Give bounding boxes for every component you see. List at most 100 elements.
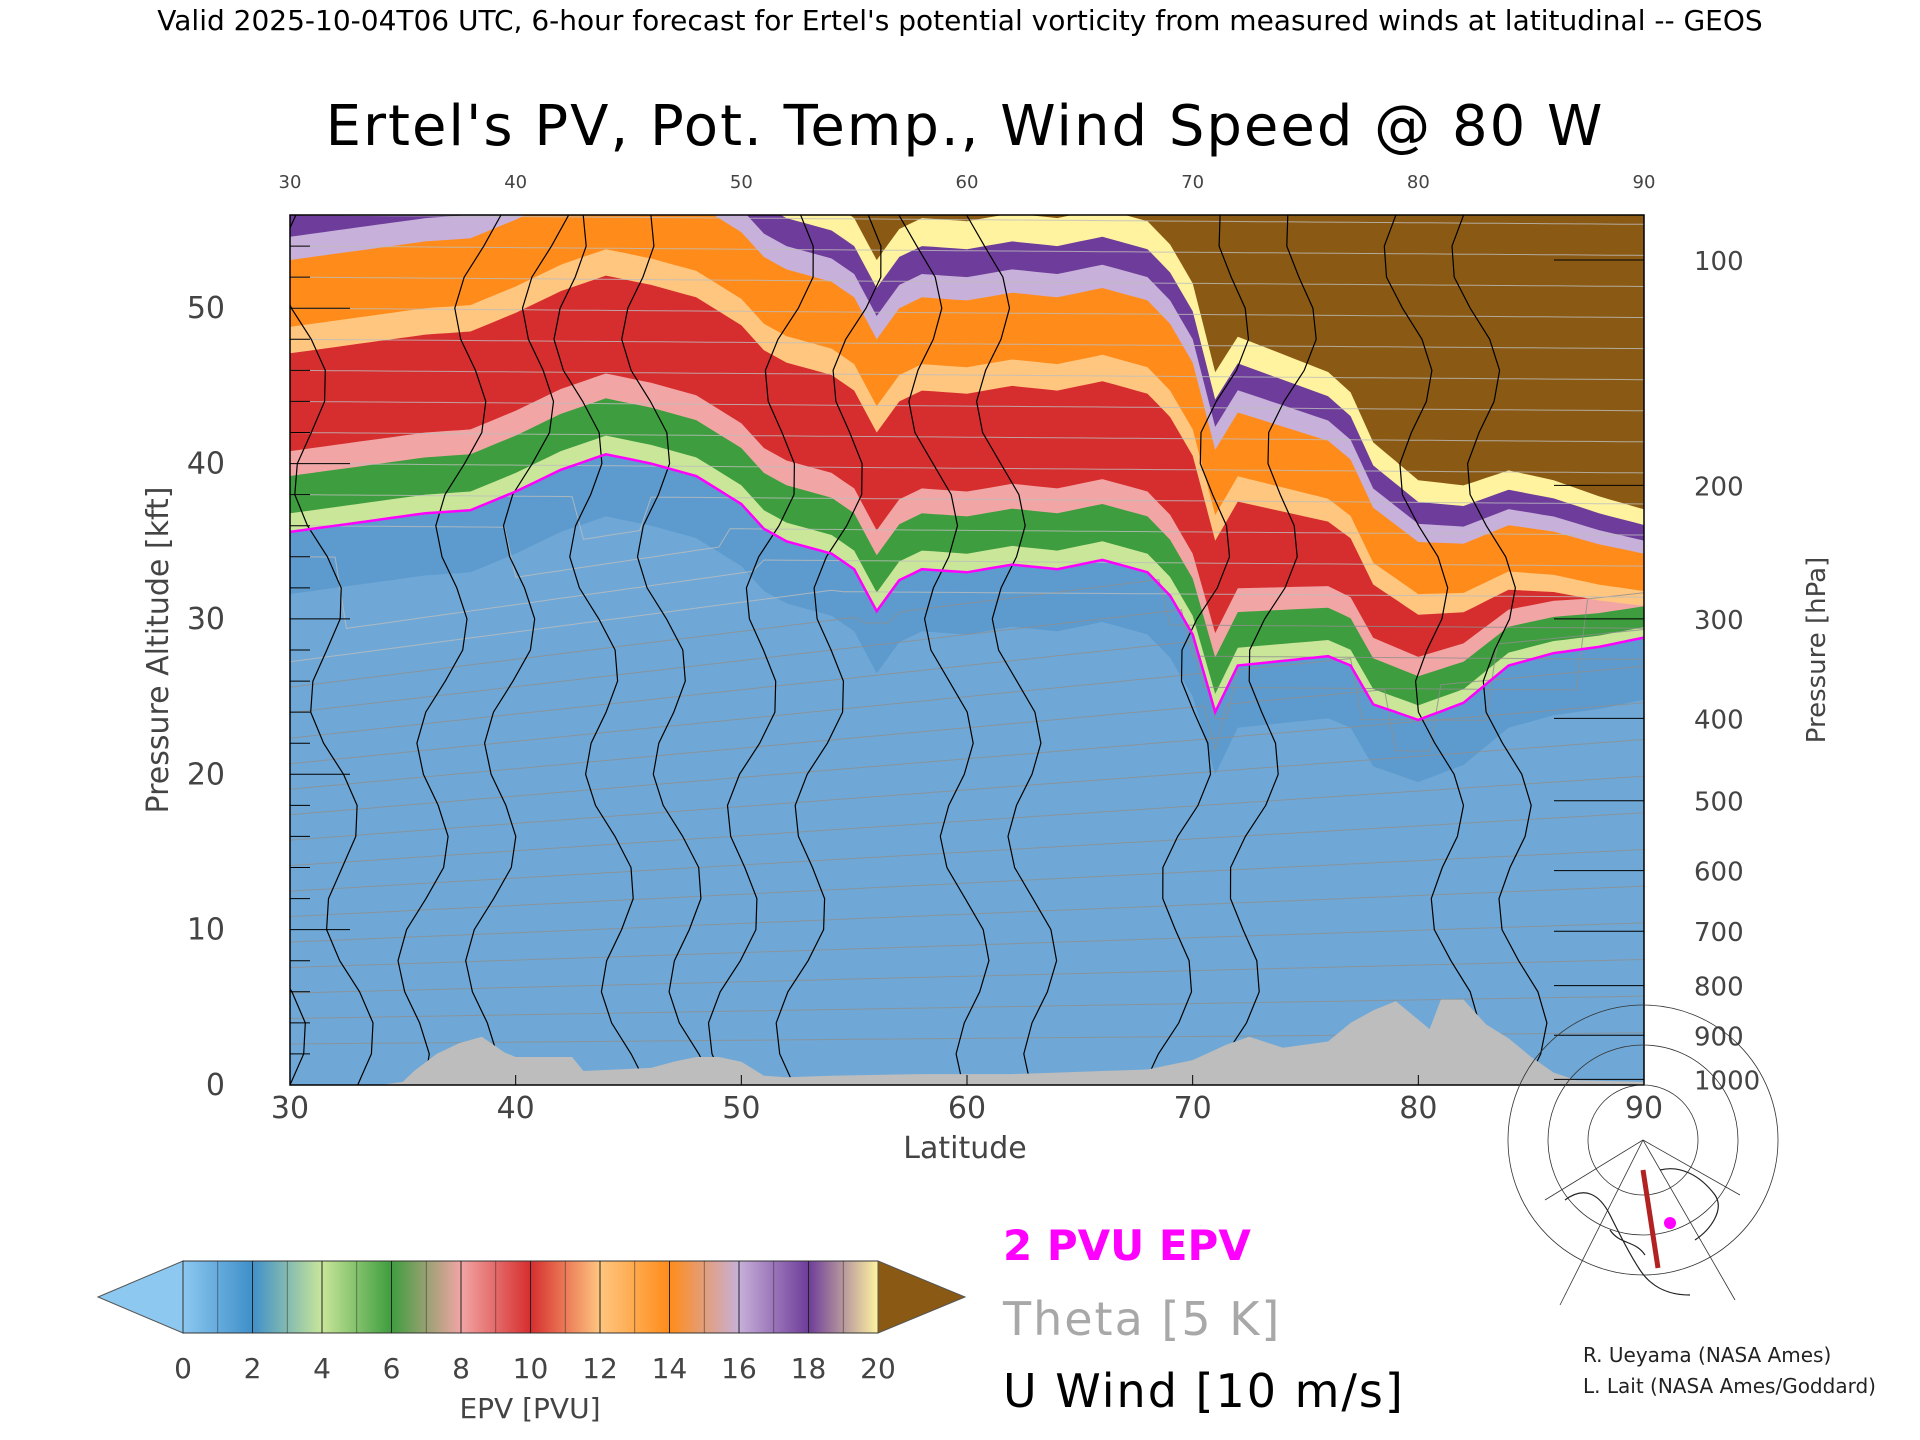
epv-band-max — [849, 215, 1644, 510]
u-wind-line — [966, 215, 1058, 1085]
credit-line-2: L. Lait (NASA Ames/Goddard) — [1583, 1374, 1876, 1398]
x-top-tick-label: 30 — [279, 172, 302, 193]
chart-title: Ertel's PV, Pot. Temp., Wind Speed @ 80 … — [326, 94, 1605, 159]
epv-shading — [290, 215, 1644, 1085]
theta-line — [290, 556, 1644, 629]
pv2-contour — [290, 453, 1644, 722]
y-tick-label: 30 — [187, 602, 225, 637]
x-axis-top: 30 40 50 60 70 80 90 — [279, 172, 1656, 193]
theta-line — [290, 775, 1644, 867]
legend-pv: 2 PVU EPV — [1003, 1221, 1251, 1270]
colorbar-tick-label: 14 — [652, 1352, 688, 1385]
legend: 2 PVU EPV Theta [5 K] U Wind [10 m/s] — [1002, 1221, 1405, 1418]
y-axis-label: Pressure Altitude [kft] — [141, 487, 176, 814]
theta-line — [290, 609, 1644, 714]
cross-section-line — [1640, 1169, 1661, 1269]
colorbar-tick-label: 6 — [383, 1352, 401, 1385]
u-wind-line — [707, 215, 814, 1085]
pressure-tick-label: 800 — [1694, 973, 1744, 1003]
colorbar-tick-label: 8 — [452, 1352, 470, 1385]
u-wind-line — [465, 215, 570, 1085]
theta-line — [290, 215, 1644, 225]
colorbar-tick-label: 2 — [244, 1352, 262, 1385]
location-map — [1507, 1004, 1779, 1306]
theta-line — [290, 338, 1644, 350]
header-text: Valid 2025-10-04T06 UTC, 6-hour forecast… — [157, 4, 1762, 37]
y-tick-label: 20 — [187, 757, 225, 792]
x-axis-bottom: 30 40 50 60 70 80 90 — [271, 1075, 1663, 1126]
colorbar-label: EPV [PVU] — [459, 1392, 600, 1425]
x-top-tick-label: 90 — [1633, 172, 1656, 193]
theta-line — [290, 589, 1644, 663]
x-tick-label: 60 — [948, 1091, 986, 1126]
lower-stratosphere-fill — [290, 451, 1644, 783]
colorbar-high-arrow — [877, 1260, 967, 1334]
x-top-tick-label: 40 — [504, 172, 527, 193]
legend-uwind: U Wind [10 m/s] — [1003, 1364, 1405, 1418]
x-top-tick-label: 70 — [1181, 172, 1204, 193]
theta-line — [290, 276, 1644, 287]
x-top-tick-label: 80 — [1407, 172, 1430, 193]
colorbar-tick-label: 10 — [513, 1352, 549, 1385]
u-wind-line — [553, 215, 648, 1085]
colorbar-tick-label: 18 — [791, 1352, 827, 1385]
u-wind-line — [290, 215, 374, 1085]
colorbar: 0 2 4 6 8 10 12 14 16 18 20 EPV [PVU] — [96, 1260, 967, 1425]
x-top-tick-label: 60 — [956, 172, 979, 193]
x-tick-label: 70 — [1174, 1091, 1212, 1126]
theta-line — [290, 849, 1644, 918]
x-tick-label: 40 — [497, 1091, 535, 1126]
x-tick-label: 80 — [1399, 1091, 1437, 1126]
colorbar-low-arrow — [96, 1260, 184, 1334]
u-wind-line — [397, 215, 502, 1085]
theta-line — [290, 739, 1644, 841]
pressure-tick-label: 600 — [1694, 858, 1744, 888]
pressure-tick-label: 200 — [1694, 472, 1744, 502]
y-tick-label: 50 — [187, 291, 225, 326]
theta-line — [290, 525, 1644, 578]
theta-line — [290, 245, 1644, 256]
pressure-tick-label: 500 — [1694, 788, 1744, 818]
x-axis-label: Latitude — [903, 1131, 1026, 1166]
terrain — [290, 999, 1644, 1085]
colorbar-ticks: 0 2 4 6 8 10 12 14 16 18 20 — [174, 1261, 896, 1385]
theta-line — [290, 432, 1644, 443]
u-wind-line — [1143, 215, 1250, 1085]
credit-line-1: R. Ueyama (NASA Ames) — [1583, 1343, 1831, 1367]
x-top-tick-label: 50 — [730, 172, 753, 193]
pressure-tick-label: 300 — [1694, 606, 1744, 636]
pressure-tick-label: 100 — [1694, 247, 1744, 277]
pressure-tick-label: 900 — [1694, 1022, 1744, 1052]
theta-line — [290, 885, 1644, 943]
y-axis-left: 0 10 20 30 40 50 — [187, 245, 350, 1103]
theta-line — [290, 812, 1644, 892]
u-wind-line — [1211, 215, 1317, 1085]
y-axis-right: 100 200 300 400 500 600 700 800 900 1000 — [1554, 247, 1760, 1096]
theta-line — [290, 369, 1644, 381]
theta-line — [290, 922, 1644, 968]
x-tick-label: 50 — [722, 1091, 760, 1126]
y-tick-label: 40 — [187, 447, 225, 482]
legend-theta: Theta [5 K] — [1002, 1292, 1281, 1346]
u-wind-line — [775, 215, 882, 1085]
theta-line — [290, 592, 1644, 739]
theta-line — [290, 702, 1644, 816]
y-tick-label: 0 — [206, 1068, 225, 1103]
theta-line — [290, 959, 1644, 994]
u-wind-line — [1383, 215, 1480, 1085]
u-wind-line — [1451, 215, 1548, 1085]
colorbar-tick-label: 20 — [860, 1352, 896, 1385]
pressure-tick-label: 700 — [1694, 918, 1744, 948]
theta-line — [290, 579, 1644, 688]
location-marker — [1664, 1217, 1676, 1229]
u-wind-contours — [290, 215, 1548, 1085]
theta-contours — [290, 215, 1644, 1045]
theta-line — [290, 307, 1644, 318]
colorbar-tick-label: 0 — [174, 1352, 192, 1385]
plot-area — [290, 215, 1644, 1085]
theta-line — [290, 665, 1644, 790]
theta-line — [290, 463, 1644, 474]
colorbar-tick-label: 16 — [721, 1352, 757, 1385]
pressure-tick-label: 1000 — [1694, 1066, 1760, 1096]
